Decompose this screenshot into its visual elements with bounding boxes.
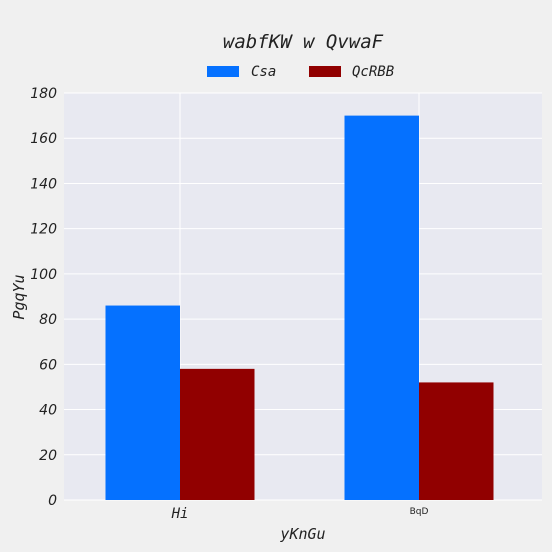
bars-group xyxy=(105,115,494,500)
x-tick-label: Hi xyxy=(171,506,189,522)
x-tick-label: BqD xyxy=(410,507,429,517)
y-tick-label: 160 xyxy=(30,131,57,147)
y-tick-label: 80 xyxy=(39,312,57,328)
bar-qcrbb-hi xyxy=(180,368,255,500)
legend-swatch-qcrbb xyxy=(309,66,341,77)
x-axis-ticks: Hi BqD xyxy=(171,506,429,522)
legend: Csa QcRBB xyxy=(207,64,394,80)
y-tick-label: 120 xyxy=(30,222,57,238)
bar-csa-bqd xyxy=(344,115,419,500)
chart-title: wabfKW w QvwaF xyxy=(223,31,384,53)
y-tick-label: 0 xyxy=(48,493,57,509)
bar-qcrbb-bqd xyxy=(419,382,494,500)
y-tick-label: 100 xyxy=(30,267,57,283)
y-axis-ticks: 0 20 40 60 80 100 120 140 160 180 xyxy=(30,86,57,509)
y-axis-label: PgqYu xyxy=(10,274,28,319)
bar-csa-hi xyxy=(105,305,180,500)
legend-label-qcrbb: QcRBB xyxy=(352,64,394,80)
y-tick-label: 180 xyxy=(30,86,57,102)
legend-label-csa: Csa xyxy=(251,64,276,80)
y-tick-label: 20 xyxy=(39,448,57,464)
y-tick-label: 40 xyxy=(39,403,57,419)
legend-swatch-csa xyxy=(207,66,239,77)
y-tick-label: 60 xyxy=(39,357,57,373)
y-tick-label: 140 xyxy=(30,176,57,192)
x-axis-label: yKnGu xyxy=(279,525,325,543)
